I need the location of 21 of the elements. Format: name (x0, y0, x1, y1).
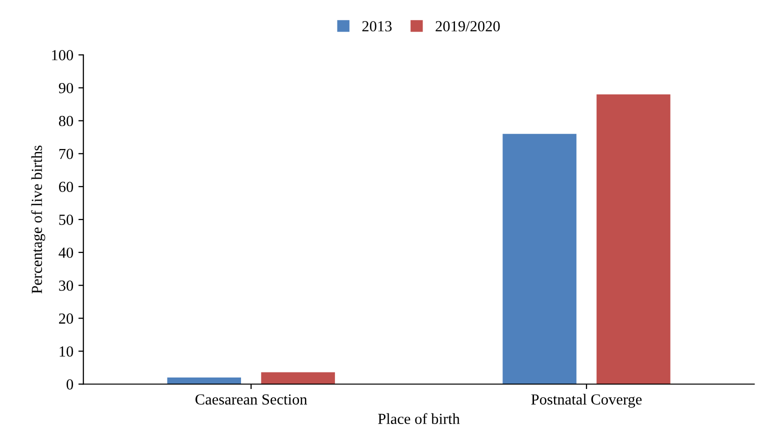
bar (167, 378, 242, 384)
y-tick-label: 30 (59, 280, 74, 291)
y-axis-title: Percentage of live births (31, 146, 46, 294)
bar (596, 94, 670, 384)
y-tick-label: 90 (58, 82, 74, 94)
x-tick-label: Postnatal Coverge (531, 394, 642, 408)
y-tick-label: 10 (60, 346, 74, 357)
x-tick-label: Caesarean Section (196, 394, 308, 405)
bar (502, 134, 576, 384)
y-tick-label: 100 (52, 50, 74, 60)
x-axis-title: Place of birth (378, 413, 460, 424)
legend-label: 2013 (362, 21, 392, 32)
y-tick-label: 60 (59, 182, 74, 192)
legend-label: 2019/2020 (436, 21, 500, 32)
y-tick-label: 70 (59, 148, 74, 160)
y-tick-label: 40 (58, 248, 74, 258)
y-tick-label: 20 (59, 313, 74, 324)
y-tick-label: 0 (66, 379, 74, 390)
y-tick-label: 50 (59, 214, 74, 225)
y-tick-label: 80 (58, 116, 74, 126)
bar (261, 372, 335, 384)
